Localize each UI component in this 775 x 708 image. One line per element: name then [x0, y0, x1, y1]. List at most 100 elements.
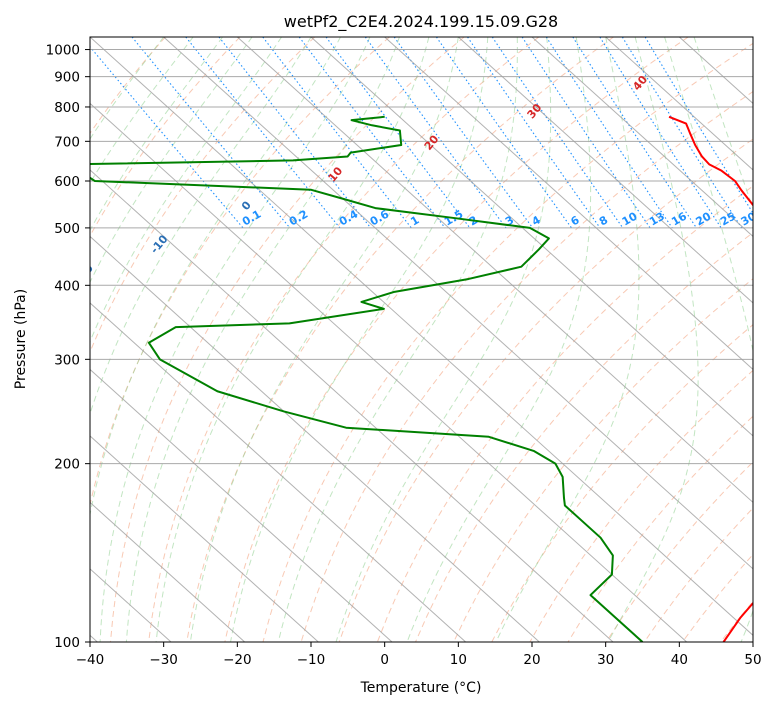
- x-tick-label: 30: [597, 652, 614, 668]
- mixing-ratio-line: [90, 45, 244, 229]
- moist-adiabat-line: [406, 37, 592, 642]
- y-tick-label: 600: [54, 174, 80, 190]
- x-tick-label: −10: [297, 652, 326, 668]
- isotherm-line: [90, 302, 467, 642]
- isotherm-line: [678, 37, 753, 105]
- moist-adiabat-line: [90, 37, 253, 284]
- dry-adiabat-line: [415, 231, 753, 642]
- isotherms: [90, 37, 753, 642]
- mixing-ratio-line: [545, 37, 673, 229]
- moist-adiabat-line: [693, 37, 753, 210]
- isotherm-line: [457, 37, 753, 304]
- y-tick-label: 300: [54, 352, 80, 368]
- mixing-ratio-label: 1: [408, 213, 421, 228]
- sounding-series: [90, 115, 753, 642]
- mixing-ratio-label: 30: [739, 209, 759, 228]
- moist-adiabat-line: [495, 37, 640, 642]
- dry-adiabat-line: [682, 553, 753, 642]
- dewpoint-line: [90, 115, 644, 642]
- dry-adiabat-label: 30: [525, 101, 545, 121]
- moist-adiabat-line: [90, 37, 282, 343]
- y-axis-label: Pressure (hPa): [13, 289, 29, 389]
- isotherm-line: [90, 435, 319, 642]
- dry-adiabat-line: [567, 415, 753, 642]
- y-tick-label: 1000: [46, 43, 80, 59]
- mixing-ratio-line: [521, 37, 651, 229]
- isotherm-line: [752, 37, 753, 38]
- x-tick-label: 0: [380, 652, 389, 668]
- isotherm-line: [90, 37, 753, 637]
- dry-adiabat-line: [491, 324, 753, 642]
- moist-adiabat-line: [335, 37, 552, 642]
- x-axis: −40 −30 −20 −10 0 10 20 30 40 50: [76, 642, 762, 668]
- mixing-ratio-label: 25: [718, 210, 738, 229]
- y-tick-label: 900: [54, 70, 80, 86]
- y-tick-label: 700: [54, 134, 80, 150]
- y-tick-label: 500: [54, 221, 80, 237]
- mixing-ratio-line: [644, 37, 753, 215]
- y-tick-label: 100: [54, 635, 80, 651]
- mixing-ratio-line: [325, 37, 471, 229]
- temperature-line: [668, 115, 753, 642]
- isotherm-line: [236, 37, 753, 504]
- x-tick-label: 10: [450, 652, 467, 668]
- moist-adiabat-line: [90, 37, 224, 232]
- dry-adiabat-label: -20: [73, 262, 96, 286]
- dry-adiabat-line: [90, 37, 390, 507]
- dry-adiabat-line: [90, 37, 166, 135]
- dry-adiabat-line: [109, 37, 465, 642]
- mixing-ratio-line: [599, 37, 722, 229]
- mixing-ratio-line: [218, 37, 372, 229]
- x-axis-label: Temperature (°C): [360, 680, 482, 696]
- isotherm-line: [310, 37, 753, 437]
- moist-adiabat-line: [277, 37, 518, 642]
- mixing-ratio-line: [262, 37, 412, 229]
- isotherm-line: [384, 37, 753, 371]
- dry-adiabat-line: [453, 278, 753, 642]
- x-tick-label: 20: [523, 652, 540, 668]
- moist-adiabat-line: [90, 37, 194, 184]
- mixing-ratio-line: [491, 37, 624, 229]
- dry-adiabat-line: [338, 138, 753, 642]
- chart-title: wetPf2_C2E4.2024.199.15.09.G28: [284, 12, 558, 32]
- isotherm-line: [531, 37, 753, 238]
- mixing-ratio-line: [435, 37, 572, 229]
- x-tick-label: 40: [671, 652, 688, 668]
- moist-adiabat-line: [664, 37, 753, 642]
- dry-adiabat-line: [148, 37, 540, 642]
- moist-adiabat-line: [90, 37, 341, 517]
- mixing-ratio-line: [298, 37, 446, 229]
- isotherm-line: [90, 102, 688, 642]
- isotherm-line: [90, 368, 393, 642]
- dry-adiabat-line: [759, 37, 775, 642]
- dry-adiabat-label: 20: [422, 132, 442, 152]
- dry-adiabat-label: -10: [148, 232, 171, 256]
- mixing-ratio-line: [621, 37, 743, 229]
- moist-adiabat-line: [155, 37, 430, 642]
- mixing-ratio-line: [131, 37, 291, 229]
- x-tick-label: 50: [744, 652, 761, 668]
- y-tick-label: 400: [54, 278, 80, 294]
- mixing-ratio-label: 13: [647, 210, 667, 229]
- x-tick-label: −20: [223, 652, 252, 668]
- dry-adiabat-line: [529, 369, 753, 642]
- moist-adiabat-line: [90, 37, 312, 416]
- isotherm-line: [90, 235, 540, 642]
- plot-frame: [89, 36, 754, 643]
- mixing-ratio-label: 0.1: [240, 207, 263, 228]
- isotherm-line: [605, 37, 753, 171]
- plot-area: 0.10.20.40.611.52346810131620253036-100-…: [73, 37, 775, 642]
- y-tick-label: 200: [54, 457, 80, 473]
- mixing-ratio-label: 8: [597, 213, 610, 228]
- dry-adiabat-line: [376, 185, 753, 642]
- moist-adiabat-line: [99, 37, 371, 642]
- dry-adiabat-line: [300, 90, 753, 642]
- mixing-ratio-line: [467, 37, 601, 229]
- isotherm-line: [90, 501, 246, 642]
- dry-adiabat-line: [224, 37, 689, 642]
- mixing-ratio-line: [364, 37, 507, 229]
- x-tick-label: −30: [149, 652, 178, 668]
- moist-adiabat-line: [90, 37, 165, 140]
- y-tick-label: 800: [54, 100, 80, 116]
